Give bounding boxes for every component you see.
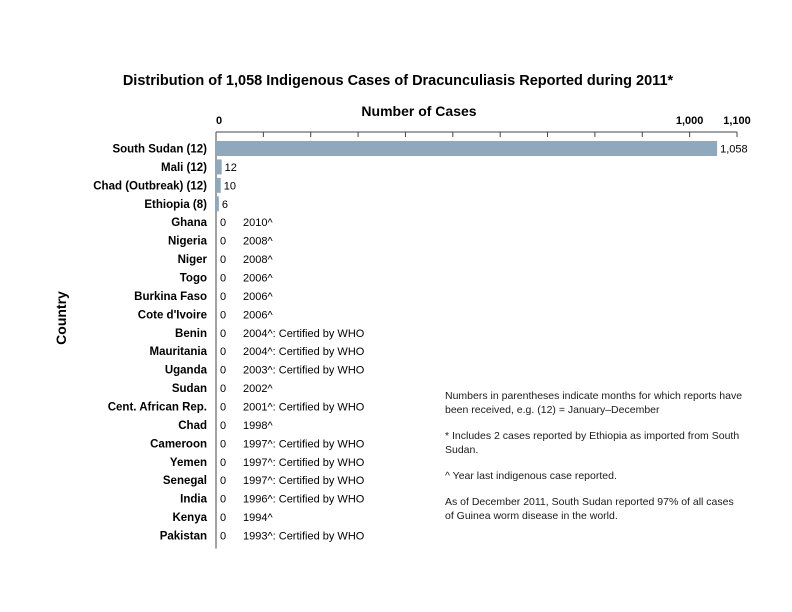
value-label: 6 — [222, 199, 228, 211]
category-label: Cote d'Ivoire — [138, 309, 207, 321]
category-label: Uganda — [165, 365, 208, 377]
value-label: 0 — [220, 383, 226, 395]
annotation-label: 2008^ — [243, 236, 273, 248]
x-ticks: 0 1,000 1,100 — [215, 115, 751, 137]
chart-notes: Numbers in parentheses indicate months f… — [445, 389, 745, 535]
chart-title: Distribution of 1,058 Indigenous Cases o… — [123, 73, 674, 89]
category-label: Yemen — [170, 457, 207, 469]
annotation-label: 1997^: Certified by WHO — [243, 475, 365, 487]
category-label: Cent. African Rep. — [108, 402, 207, 414]
y-axis-label: Country — [53, 291, 69, 345]
annotation-label: 2006^ — [243, 291, 273, 303]
value-label: 0 — [220, 531, 226, 543]
value-label: 0 — [220, 309, 226, 321]
x-tick-label: 1,100 — [723, 115, 751, 127]
category-label: Togo — [180, 273, 207, 285]
annotation-label: 1994^ — [243, 512, 273, 524]
annotation-labels: 2010^ 2008^ 2008^ 2006^ 2006^ 2006^ 2004^: Cer… — [243, 217, 365, 542]
value-label: 0 — [220, 365, 226, 377]
annotation-label: 1998^ — [243, 420, 273, 432]
value-label: 10 — [224, 180, 236, 192]
bar — [216, 159, 222, 175]
annotation-label: 2004^: Certified by WHO — [243, 346, 365, 358]
note-last-case: ^ Year last indigenous case reported. — [445, 470, 617, 482]
category-label: Burkina Faso — [134, 291, 207, 303]
category-label: Benin — [175, 328, 207, 340]
category-label: South Sudan (12) — [112, 144, 207, 156]
category-label: Chad — [178, 420, 207, 432]
annotation-label: 2010^ — [243, 217, 273, 229]
category-label: Chad (Outbreak) (12) — [93, 180, 207, 192]
value-label: 0 — [220, 512, 226, 524]
value-label: 0 — [220, 328, 226, 340]
value-label: 0 — [220, 236, 226, 248]
bar — [216, 177, 221, 193]
annotation-label: 2008^ — [243, 254, 273, 266]
annotation-label: 2006^ — [243, 309, 273, 321]
annotation-label: 2004^: Certified by WHO — [243, 328, 365, 340]
value-label: 1,058 — [720, 144, 748, 156]
value-label: 0 — [220, 420, 226, 432]
category-label: Senegal — [163, 475, 207, 487]
value-label: 0 — [220, 457, 226, 469]
annotation-label: 2001^: Certified by WHO — [243, 402, 365, 414]
value-label: 0 — [220, 475, 226, 487]
note-imported: * Includes 2 cases reported by Ethiopia … — [445, 430, 740, 456]
category-label: India — [180, 494, 207, 506]
x-tick-label: 0 — [216, 115, 222, 127]
x-tick-label: 1,000 — [676, 115, 704, 127]
category-label: Ghana — [171, 217, 207, 229]
value-label: 0 — [220, 273, 226, 285]
note-months: Numbers in parentheses indicate months f… — [445, 390, 743, 416]
value-label: 0 — [220, 291, 226, 303]
category-labels: South Sudan (12) Mali (12) Chad (Outbreak)… — [93, 144, 207, 543]
value-label: 12 — [225, 162, 237, 174]
category-label: Niger — [178, 254, 208, 266]
value-label: 0 — [220, 438, 226, 450]
category-label: Ethiopia (8) — [144, 199, 207, 211]
category-label: Mauritania — [149, 346, 207, 358]
value-labels: 1,058 12 10 6 0 0 0 0 0 0 0 0 0 0 0 0 0 0 0 0 0 0 — [220, 144, 748, 543]
category-label: Cameroon — [150, 438, 207, 450]
annotation-label: 1996^: Certified by WHO — [243, 494, 365, 506]
value-label: 0 — [220, 494, 226, 506]
note-share: As of December 2011, South Sudan reporte… — [445, 496, 734, 522]
value-label: 0 — [220, 254, 226, 266]
annotation-label: 2002^ — [243, 383, 273, 395]
value-label: 0 — [220, 346, 226, 358]
x-axis-label: Number of Cases — [361, 103, 476, 119]
bars — [216, 141, 718, 212]
category-label: Nigeria — [168, 236, 208, 248]
value-label: 0 — [220, 402, 226, 414]
category-label: Kenya — [172, 512, 207, 524]
category-label: Sudan — [172, 383, 207, 395]
bar — [216, 141, 718, 156]
annotation-label: 1997^: Certified by WHO — [243, 438, 365, 450]
annotation-label: 1997^: Certified by WHO — [243, 457, 365, 469]
annotation-label: 1993^: Certified by WHO — [243, 531, 365, 543]
annotation-label: 2006^ — [243, 273, 273, 285]
value-label: 0 — [220, 217, 226, 229]
category-label: Pakistan — [160, 531, 207, 543]
bar — [216, 196, 219, 212]
annotation-label: 2003^: Certified by WHO — [243, 365, 365, 377]
category-label: Mali (12) — [161, 162, 207, 174]
